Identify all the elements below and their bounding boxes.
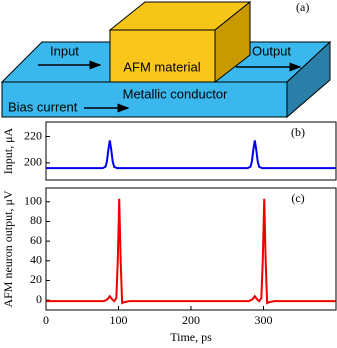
y-axis-label: AFM neuron output, μV xyxy=(1,190,15,307)
panel-label: (c) xyxy=(291,191,304,205)
conductor-label: Metallic conductor xyxy=(123,86,228,101)
diagram: Input Output AFM material Metallic condu… xyxy=(0,0,332,119)
y-tick-label: 20 xyxy=(30,272,42,286)
y-tick-label: 100 xyxy=(24,194,42,208)
output-label: Output xyxy=(252,43,291,58)
x-tick-label: 0 xyxy=(43,313,49,327)
plot-frame xyxy=(45,121,337,181)
y-tick-label: 200 xyxy=(24,155,42,169)
panel-label: (a) xyxy=(296,0,309,14)
data-line xyxy=(46,198,336,305)
y-tick-label: 60 xyxy=(30,233,42,247)
box-front xyxy=(109,29,216,83)
x-tick-label: 300 xyxy=(255,313,273,327)
material-label: AFM material xyxy=(123,59,200,74)
x-axis-label: Time, ps xyxy=(170,330,212,344)
bias-label: Bias current xyxy=(8,99,78,114)
y-tick-label: 40 xyxy=(30,253,42,267)
plot-frame xyxy=(45,187,337,311)
y-axis-label: Input, μA xyxy=(1,127,15,174)
x-tick-label: 200 xyxy=(182,313,200,327)
slab-front xyxy=(1,81,288,118)
data-line xyxy=(46,140,336,170)
y-tick-label: 220 xyxy=(24,128,42,142)
x-tick-label: 100 xyxy=(110,313,128,327)
y-tick-label: 0 xyxy=(36,292,42,306)
y-tick-label: 80 xyxy=(30,213,42,227)
input-label: Input xyxy=(50,43,79,58)
panel-label: (b) xyxy=(291,125,305,139)
